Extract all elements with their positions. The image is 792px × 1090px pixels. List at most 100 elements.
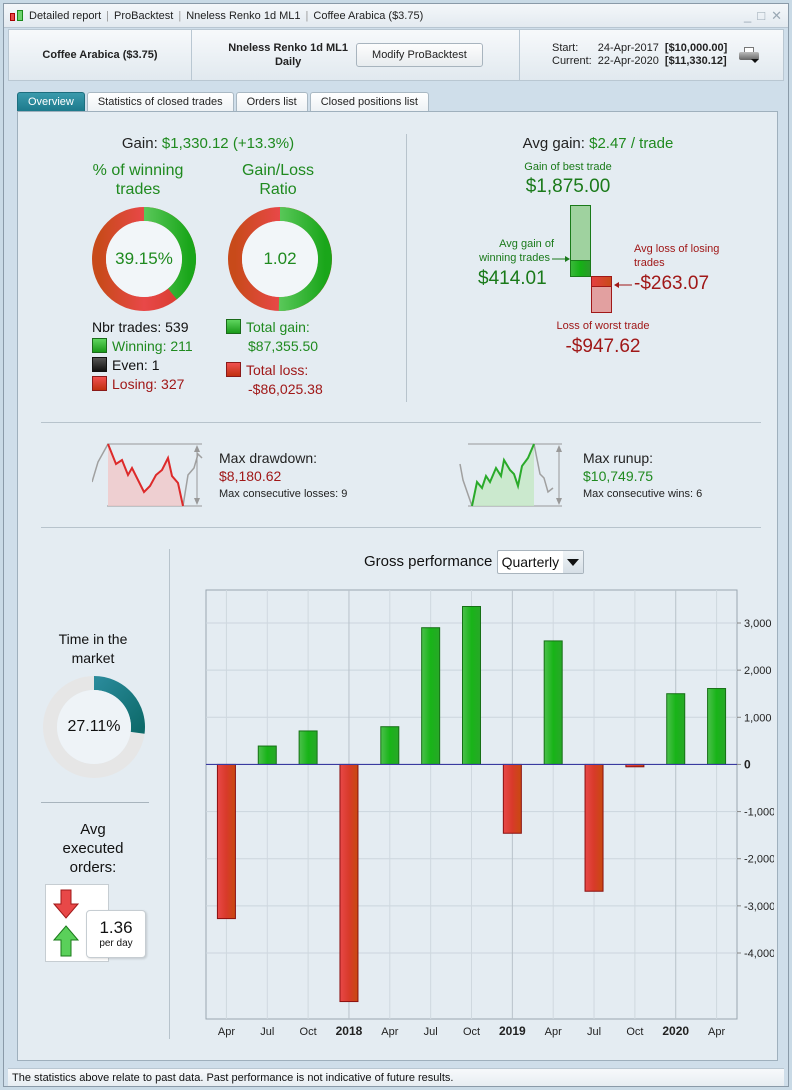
y-tick-label: -1,000 <box>744 807 774 819</box>
y-tick-label: -3,000 <box>744 901 774 913</box>
avg-loss-label: Avg loss of losing trades <box>634 242 754 270</box>
y-tick-label: 3,000 <box>744 618 772 630</box>
x-tick-label: 2019 <box>499 1024 526 1038</box>
close-button[interactable]: ✕ <box>771 8 782 23</box>
y-tick-label: 1,000 <box>744 712 772 724</box>
avg-gain-label: Avg gain: <box>522 135 585 152</box>
bar-positive <box>257 745 277 765</box>
x-tick-label: Oct <box>463 1026 480 1038</box>
best-trade-label: Gain of best trade <box>524 161 612 173</box>
x-tick-label: Apr <box>545 1026 562 1038</box>
report-window: Detailed report | ProBacktest | Nneless … <box>3 3 789 1087</box>
x-tick-label: Oct <box>626 1026 643 1038</box>
chevron-down-icon <box>563 551 584 573</box>
ratio-title-line1: Gain/Loss <box>241 162 315 179</box>
maximize-button[interactable]: □ <box>757 8 766 23</box>
drawdown-label: Max drawdown: <box>219 450 318 466</box>
donut-center <box>106 221 182 297</box>
winning-title-line1: % of winning <box>92 162 184 179</box>
tab-closed-positions-list[interactable]: Closed positions list <box>309 92 429 111</box>
divider-2 <box>41 527 761 528</box>
current-label: Current: <box>552 55 592 67</box>
total-gain-label: Total gain: <box>246 319 310 335</box>
x-tick-label: Jul <box>587 1026 601 1038</box>
bar-negative <box>339 763 359 1003</box>
even-count-row: Even: 1 <box>92 356 193 375</box>
consecutive-wins: Max consecutive wins: 6 <box>583 488 703 500</box>
title-bar: Detailed report | ProBacktest | Nneless … <box>4 4 788 28</box>
avg-orders-line3: orders: <box>69 859 117 876</box>
ratio-title-line2: Ratio <box>259 181 297 198</box>
strategy-cell: Nneless Renko 1d ML1 Daily Modify ProBac… <box>192 30 520 80</box>
start-value: [$10,000.00] <box>664 42 728 54</box>
title-crumb-strategy: Nneless Renko 1d ML1 <box>186 9 301 22</box>
instrument-name: Coffee Arabica ($3.75) <box>9 30 192 80</box>
winning-count-row: Winning: 211 <box>92 337 193 356</box>
x-tick-label: 2020 <box>662 1024 689 1038</box>
modify-probacktest-button[interactable]: Modify ProBacktest <box>356 43 483 67</box>
avg-win-value: $414.01 <box>478 268 547 289</box>
drawdown-value: $8,180.62 <box>219 468 282 484</box>
worst-trade-label: Loss of worst trade <box>556 320 650 332</box>
time-market-line1: Time in the <box>58 631 128 647</box>
totals-breakdown: Total gain: $87,355.50 Total loss: -$86,… <box>226 318 323 399</box>
bar-positive <box>462 606 481 765</box>
ratio-value: 1.02 <box>263 249 297 268</box>
x-tick-label: Jul <box>260 1026 274 1038</box>
donut-win-arc <box>143 207 196 300</box>
avg-gain-summary: Avg gain: $2.47 / trade <box>438 135 758 152</box>
gain-loss-donut <box>228 207 332 311</box>
total-loss-swatch <box>226 362 241 377</box>
gross-performance-title: Gross performance <box>364 552 493 570</box>
bar-positive <box>421 627 441 765</box>
time-in-market-donut <box>43 676 145 778</box>
gain-label: Gain: <box>121 135 158 152</box>
losing-count-row: Losing: 327 <box>92 375 193 394</box>
left-divider <box>41 802 149 803</box>
disclaimer-text: The statistics above relate to past data… <box>12 1072 454 1084</box>
avg-orders-value: 1.36 <box>99 918 133 937</box>
divider-1 <box>41 422 761 423</box>
dates-cell: Start: 24-Apr-2017 [$10,000.00] Current:… <box>520 30 783 80</box>
x-tick-label: Apr <box>218 1026 235 1038</box>
current-date: 22-Apr-2020 <box>597 55 659 67</box>
avg-win-label-line2: winning trades <box>479 252 550 264</box>
losing-swatch <box>92 376 107 391</box>
tab-statistics-closed-trades[interactable]: Statistics of closed trades <box>86 92 234 111</box>
current-value: [$11,330.12] <box>664 55 727 67</box>
avg-orders-line2: executed <box>62 840 124 857</box>
time-market-line2: market <box>71 650 115 666</box>
avg-loss-arrow-icon <box>614 282 632 288</box>
status-bar: The statistics above relate to past data… <box>8 1068 784 1086</box>
x-tick-label: Oct <box>300 1026 317 1038</box>
period-select[interactable]: Quarterly <box>496 550 585 574</box>
runup-label: Max runup: <box>583 450 654 466</box>
best-trade-value: $1,875.00 <box>525 176 611 197</box>
minimize-button[interactable]: _ <box>744 8 752 23</box>
ratio-gain-arc <box>278 207 332 311</box>
runup-sparkline <box>459 443 562 507</box>
gross-performance-header: Gross performance Quarterly <box>364 550 585 574</box>
tab-overview[interactable]: Overview <box>17 92 85 111</box>
orders-per-day-card: 1.36 per day <box>86 910 146 958</box>
total-loss-label: Total loss: <box>246 362 309 378</box>
title-crumb-probacktest: ProBacktest <box>114 9 174 22</box>
report-header: Coffee Arabica ($3.75) Nneless Renko 1d … <box>8 29 784 81</box>
winning-pct: 39.15% <box>115 249 173 268</box>
worst-trade-value: -$947.62 <box>565 336 641 357</box>
time-in-market-value: 27.11% <box>67 718 121 735</box>
total-gain-swatch <box>226 319 241 334</box>
runup-value: $10,749.75 <box>583 468 654 484</box>
avg-loss-value: -$263.07 <box>634 273 710 294</box>
total-gain-row: Total gain: <box>226 318 323 337</box>
avg-win-arrow-icon <box>552 256 570 262</box>
period-select-value: Quarterly <box>501 554 560 570</box>
total-gain-value: $87,355.50 <box>248 338 319 354</box>
title-crumb-instrument: Coffee Arabica ($3.75) <box>313 9 424 22</box>
tab-orders-list[interactable]: Orders list <box>235 92 308 111</box>
total-loss-row: Total loss: <box>226 361 323 380</box>
total-loss-value: -$86,025.38 <box>248 381 323 397</box>
printer-icon[interactable] <box>739 47 760 63</box>
avg-win-label-line1: Avg gain of <box>499 238 554 250</box>
section-divider <box>406 134 407 402</box>
